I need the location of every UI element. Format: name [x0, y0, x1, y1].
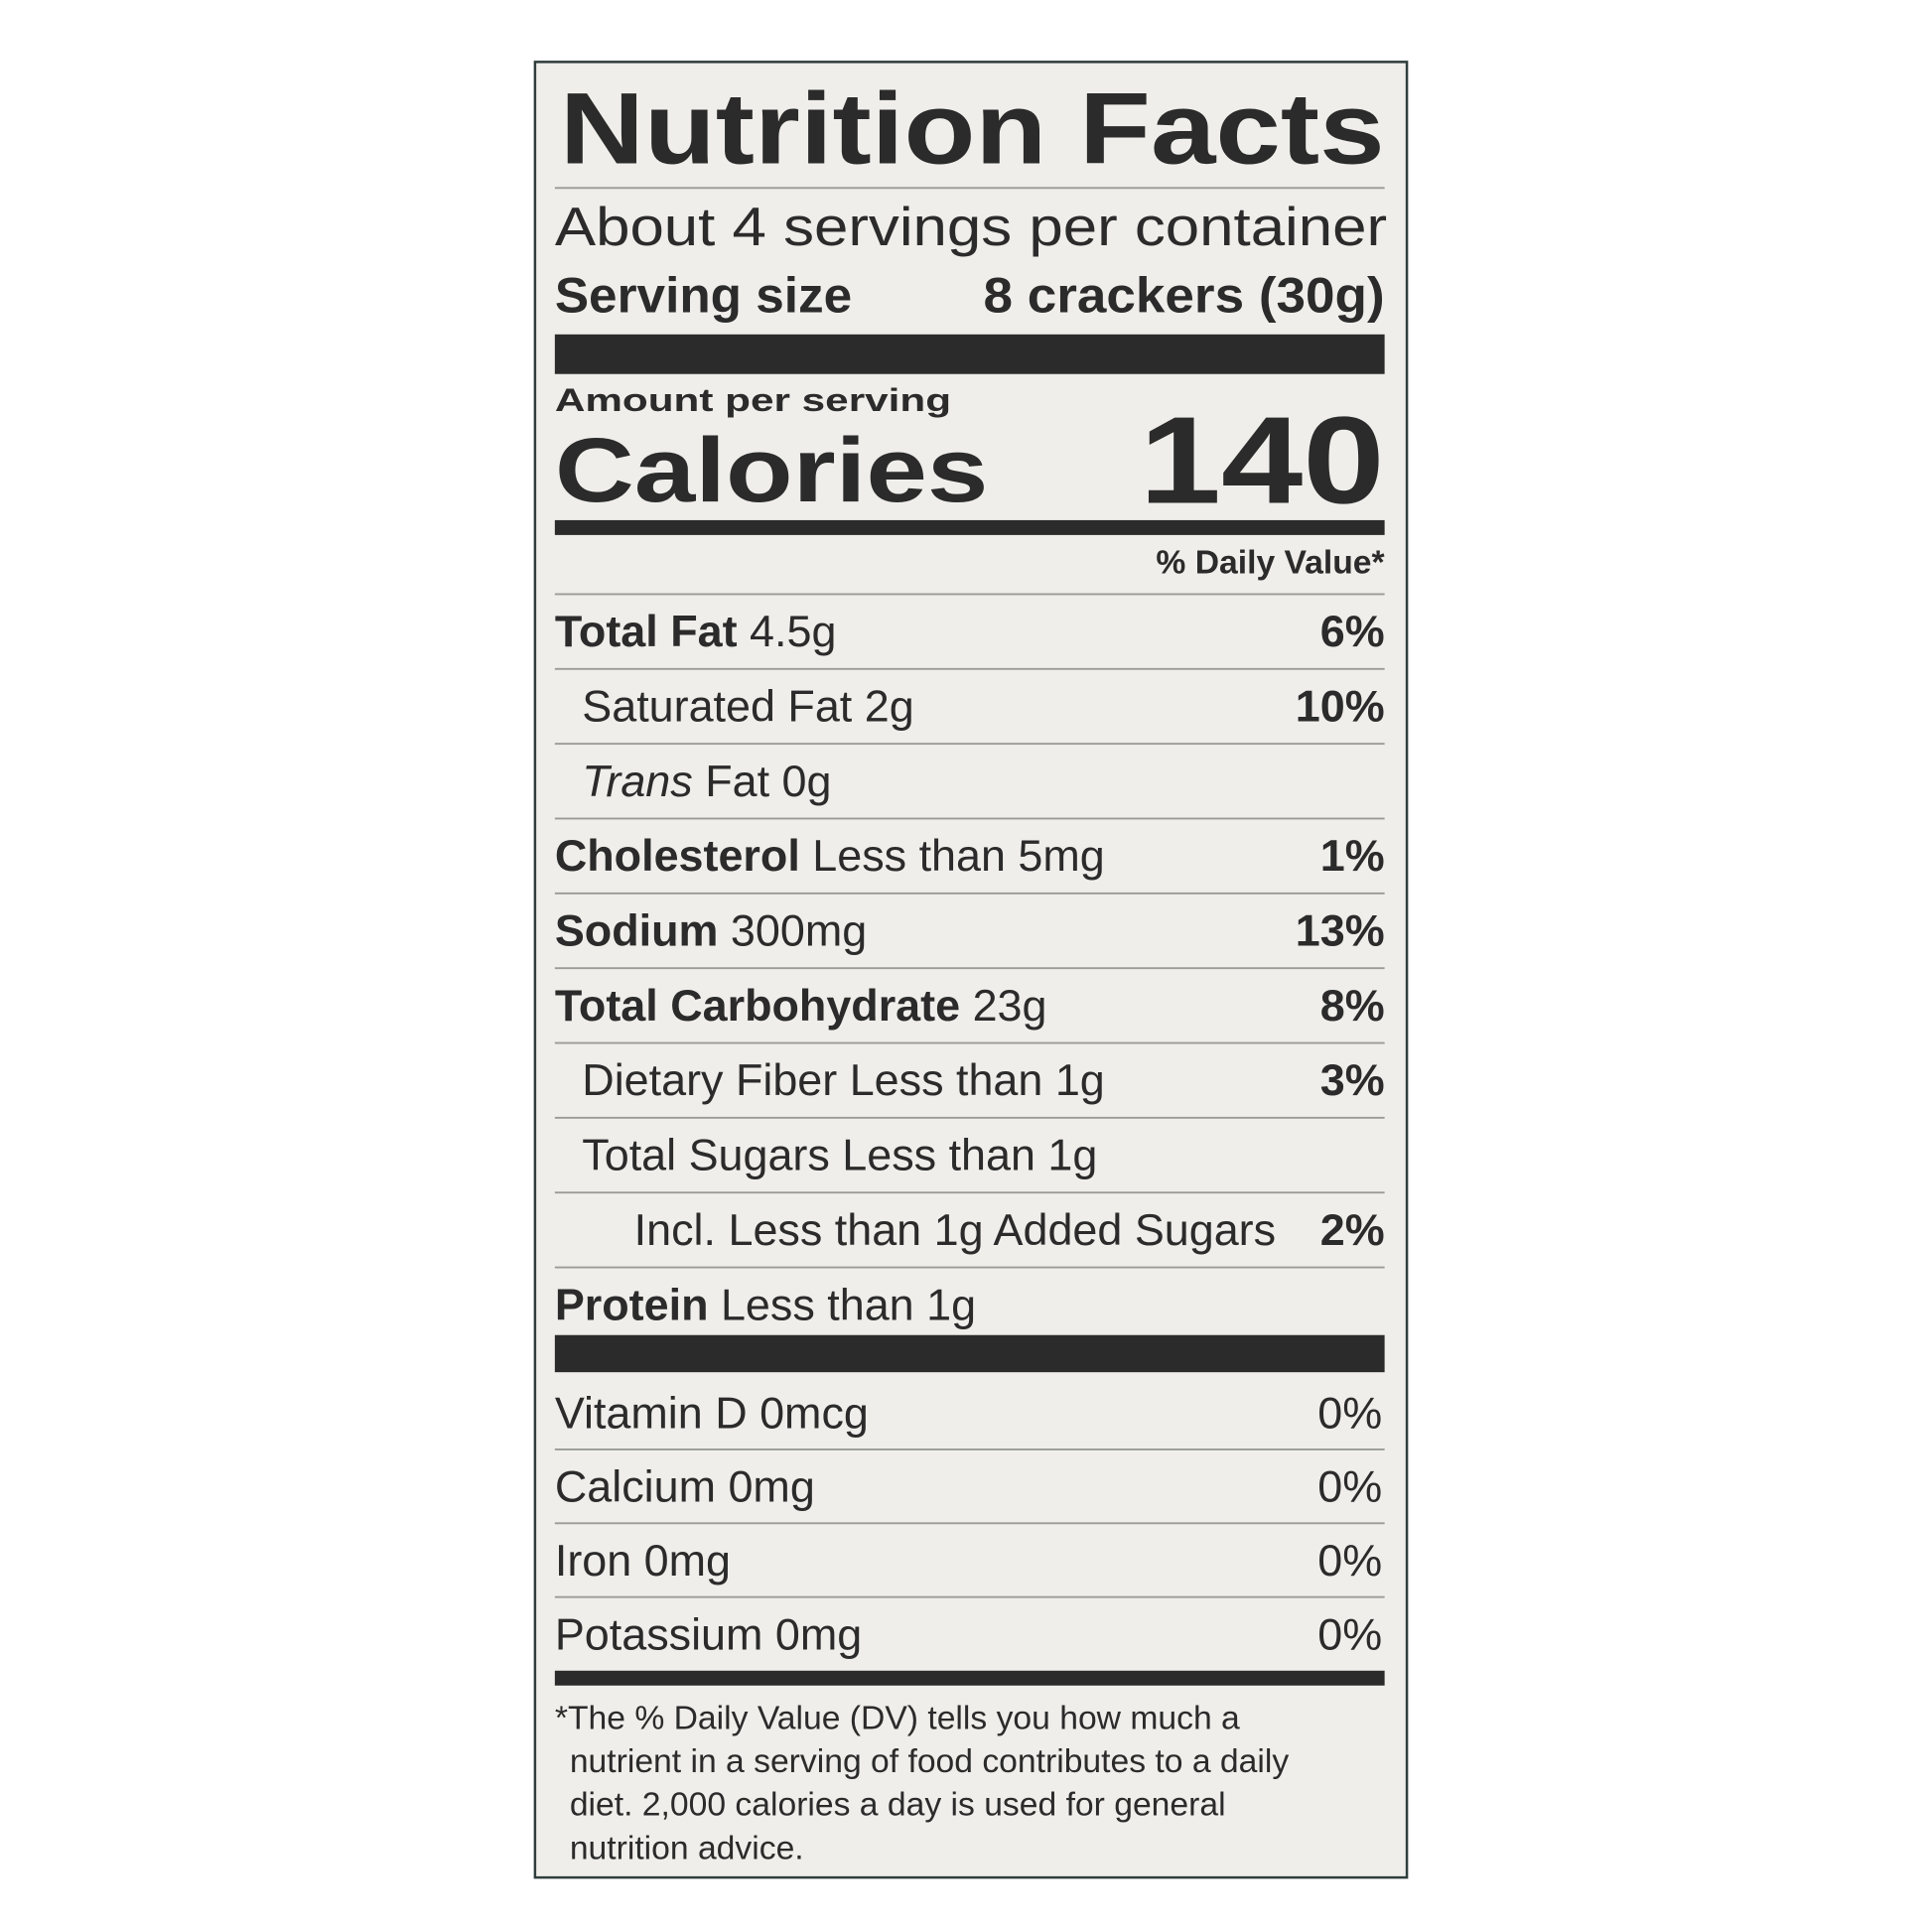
- divider: [554, 1266, 1385, 1269]
- vitamin-dv: 0%: [1317, 1461, 1382, 1512]
- footnote-line: *The % Daily Value (DV) tells you how mu…: [555, 1700, 1240, 1736]
- nutrient-amount: 23g: [973, 980, 1047, 1031]
- divider: [554, 743, 1385, 746]
- nutrient-amount: 4.5g: [750, 606, 836, 656]
- nutrient-name: Incl. Less than 1g Added Sugars: [634, 1204, 1276, 1255]
- calories-value: 140: [1140, 391, 1385, 529]
- vitamin-name: Iron 0mg: [555, 1535, 731, 1586]
- vitamin-dv: 0%: [1317, 1387, 1382, 1438]
- servings: About 4 servings per container: [555, 196, 1387, 257]
- thick-bar: [554, 334, 1385, 374]
- vitamin-dv: 0%: [1317, 1535, 1382, 1586]
- serving-size-label: Serving size: [555, 267, 852, 323]
- nutrient-row: Saturated Fat 2g: [582, 681, 913, 732]
- vitamin-dv: 0%: [1317, 1608, 1382, 1659]
- divider: [554, 1595, 1385, 1598]
- nutrient-name: Fat 0g: [705, 756, 831, 806]
- divider: [554, 1041, 1385, 1044]
- nutrient-row: Total Sugars Less than 1g: [582, 1130, 1097, 1180]
- divider: [554, 667, 1385, 670]
- nutrient-dv: 3%: [1320, 1054, 1385, 1105]
- nutrient-row: Cholesterol Less than 5mg: [555, 830, 1105, 881]
- vitamin-name: Potassium 0mg: [555, 1608, 862, 1659]
- divider: [554, 1191, 1385, 1194]
- footnote-line: nutrient in a serving of food contribute…: [570, 1743, 1290, 1780]
- nutrient-name: Protein: [555, 1279, 709, 1329]
- amount-per-serving: Amount per serving: [555, 382, 951, 418]
- nutrient-name: Cholesterol: [555, 830, 800, 881]
- nutrient-dv: 6%: [1320, 606, 1385, 656]
- vitamin-name: Calcium 0mg: [555, 1461, 815, 1512]
- daily-value-header: % Daily Value*: [1156, 545, 1385, 582]
- divider: [554, 892, 1385, 895]
- divider: [554, 1116, 1385, 1119]
- divider: [554, 593, 1385, 596]
- nutrient-name: Dietary Fiber Less than 1g: [582, 1054, 1104, 1105]
- medium-bar: [554, 519, 1385, 535]
- serving-size-value: 8 crackers (30g): [983, 267, 1384, 323]
- nutrient-dv: 8%: [1320, 980, 1385, 1031]
- nutrient-name: Total Sugars Less than 1g: [582, 1130, 1097, 1180]
- divider: [554, 967, 1385, 970]
- nutrient-dv: 1%: [1320, 830, 1385, 881]
- nutrient-row: Trans Fat 0g: [582, 756, 831, 806]
- nutrient-amount: 300mg: [731, 905, 867, 956]
- calories-label: Calories: [555, 418, 989, 521]
- divider: [554, 187, 1385, 190]
- footnote-line: nutrition advice.: [570, 1830, 804, 1866]
- nutrient-name: Sodium: [555, 905, 719, 956]
- nutrient-row: Incl. Less than 1g Added Sugars: [634, 1204, 1276, 1255]
- nutrient-amount: Less than 1g: [721, 1279, 976, 1329]
- divider: [554, 1449, 1385, 1450]
- thick-bar: [554, 1334, 1385, 1373]
- nutrient-name: Total Carbohydrate: [555, 980, 960, 1031]
- medium-bar: [554, 1670, 1385, 1686]
- nutrient-row: Total Carbohydrate 23g: [555, 980, 1047, 1031]
- nutrient-name-italic: Trans: [582, 756, 692, 806]
- nutrient-row: Protein Less than 1g: [555, 1279, 976, 1329]
- nutrient-name: Saturated Fat 2g: [582, 681, 913, 732]
- nutrient-dv: 2%: [1320, 1204, 1385, 1255]
- nutrient-dv: 13%: [1296, 905, 1385, 956]
- nutrient-name: Total Fat: [555, 606, 738, 656]
- nutrient-row: Total Fat 4.5g: [555, 606, 837, 656]
- footnote-line: diet. 2,000 calories a day is used for g…: [570, 1787, 1226, 1824]
- nutrient-dv: 10%: [1296, 681, 1385, 732]
- nutrient-amount: Less than 5mg: [812, 830, 1104, 881]
- divider: [554, 1522, 1385, 1525]
- label-panel: [533, 61, 1409, 1879]
- nutrient-row: Dietary Fiber Less than 1g: [582, 1054, 1104, 1105]
- vitamin-name: Vitamin D 0mcg: [555, 1387, 869, 1438]
- title: Nutrition Facts: [560, 71, 1385, 186]
- divider: [554, 817, 1385, 820]
- nutrient-row: Sodium 300mg: [555, 905, 867, 956]
